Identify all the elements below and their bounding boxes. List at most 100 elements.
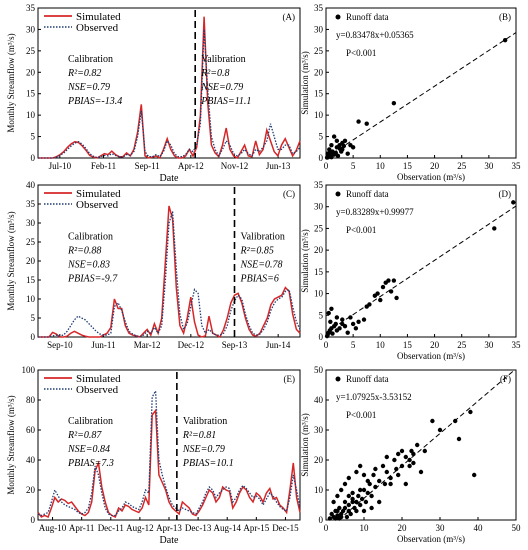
scatter-panel-1: 00 5 5 10 10 15 15 20 20 25 25 30 30 35 35 Runoff data y… (300, 3, 521, 182)
line-panel-0: 0 5 10 15 20 25 30 35 Jul-10 Feb-11 Sep-11 Apr-12 No… (6, 3, 301, 184)
data-point (430, 418, 435, 424)
calibration-stat: PBIAS=-13.4 (67, 96, 122, 107)
y-tick-label: 40 (26, 180, 36, 190)
regression-equation: y=0.83478x+0.05365 (336, 30, 414, 40)
fit-line (325, 205, 517, 334)
calibration-stat: NSE=0.79 (67, 82, 110, 93)
data-point (327, 149, 332, 155)
x-tick-label: Aug-10 (39, 523, 67, 533)
x-axis-label: Date (160, 535, 179, 546)
y-axis-label: Simulation (m³/s) (300, 51, 310, 114)
x-tick-label: 30 (484, 340, 494, 350)
data-point (377, 478, 382, 484)
y-tick-label: 25 (26, 237, 36, 247)
panel-tag: (A) (283, 12, 296, 22)
data-point (369, 493, 374, 499)
plot-frame (325, 184, 517, 338)
data-point (356, 319, 361, 324)
x-tick-label: Sep-11 (135, 161, 160, 171)
data-point (359, 496, 365, 502)
data-point (388, 475, 393, 481)
data-point (453, 418, 458, 424)
data-point (394, 295, 399, 301)
y-tick-label: 35 (26, 199, 36, 209)
legend-marker (335, 191, 341, 197)
data-point (388, 289, 394, 294)
data-point (388, 481, 393, 487)
x-tick-label: 20 (430, 340, 440, 350)
legend-label: Runoff data (346, 189, 389, 199)
panel-tag: (B) (499, 12, 511, 22)
y-tick-label: 0 (319, 515, 324, 525)
data-point (384, 469, 389, 475)
calibration-stat: R²=0.88 (67, 246, 101, 257)
data-point (358, 502, 363, 508)
y-tick-label: 15 (314, 89, 324, 99)
data-point (396, 451, 401, 457)
y-tick-label: 0 (319, 332, 324, 342)
data-point (371, 472, 376, 478)
x-tick-label: Dec-15 (272, 523, 299, 533)
x-tick-label: Dec-11 (98, 523, 124, 533)
data-point (361, 487, 367, 493)
data-point (350, 496, 355, 502)
x-tick-label: Dec-12 (178, 340, 205, 350)
y-tick-label: 20 (26, 485, 36, 495)
y-tick-label: 0 (31, 332, 36, 342)
series-line-simulated (38, 16, 301, 160)
data-point (350, 490, 355, 496)
data-point (367, 302, 372, 307)
data-point (358, 487, 363, 493)
data-point (468, 409, 473, 415)
data-point (339, 514, 344, 520)
calibration-stat: R²=0.82 (67, 68, 101, 79)
y-tick-label: 0 (31, 153, 36, 163)
data-point (369, 505, 374, 511)
legend-label: Observed (76, 22, 119, 34)
p-value: P<0.001 (346, 410, 376, 420)
data-point (356, 493, 361, 499)
panel-tag: (D) (499, 189, 512, 199)
x-tick-label: 25 (457, 161, 467, 171)
data-point (328, 319, 333, 324)
x-tick-label: Apr-11 (69, 523, 94, 533)
data-point (337, 505, 342, 511)
calibration-label: Calibration (68, 232, 113, 243)
legend-label: Simulated (76, 11, 121, 23)
x-tick-label: 20 (430, 161, 440, 171)
y-axis-label: Monthly Streamflow (m³/s) (6, 395, 16, 494)
calibration-stat: PBIAS=7.3 (67, 458, 114, 469)
y-tick-label: 0 (31, 515, 36, 525)
data-point (358, 463, 363, 469)
x-tick-label: 20 (398, 523, 408, 533)
y-tick-label: 10 (314, 289, 324, 299)
x-tick-label: Jun-14 (266, 340, 291, 350)
legend-label: Runoff data (346, 12, 389, 22)
data-point (346, 475, 351, 481)
data-point (364, 121, 369, 126)
data-point (437, 427, 443, 433)
data-point (373, 484, 378, 490)
y-axis-label: Monthly Streamflow (m³/s) (6, 33, 16, 132)
y-axis-label: Simulation (m³/s) (300, 413, 310, 476)
data-point (378, 297, 383, 303)
x-tick-label: 35 (512, 340, 522, 350)
data-point (334, 138, 340, 144)
validation-label: Valibration (241, 232, 285, 243)
data-point (350, 145, 356, 150)
legend-label: Simulated (76, 373, 121, 385)
y-tick-label: 15 (314, 267, 324, 277)
data-point (403, 481, 408, 487)
data-point (492, 226, 497, 231)
validation-stat: NSE=0.78 (240, 260, 283, 271)
data-point (380, 284, 386, 290)
y-tick-label: 50 (314, 365, 324, 375)
data-point (361, 508, 367, 514)
y-tick-label: 20 (314, 67, 324, 77)
calibration-label: Calibration (68, 416, 113, 427)
data-point (394, 466, 399, 472)
x-tick-label: Jul-10 (49, 161, 72, 171)
x-tick-label: Dec-13 (185, 523, 212, 533)
data-point (361, 472, 367, 478)
